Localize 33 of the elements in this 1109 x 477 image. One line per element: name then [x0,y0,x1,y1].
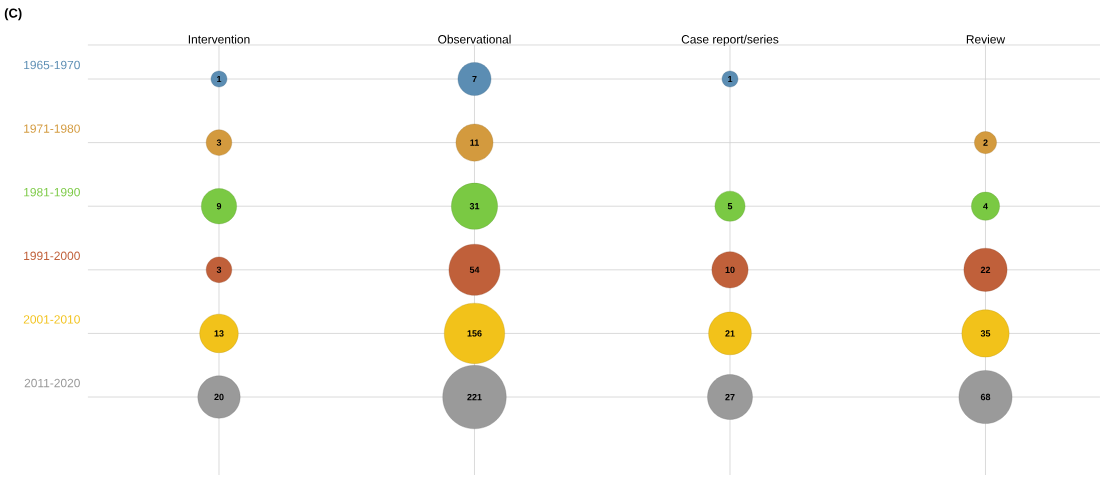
text: 1965-1970 [24,60,80,70]
data-label: 22 [980,266,991,273]
category-label: Case report/series [681,34,779,46]
data-label: 11 [470,139,479,146]
category-label: Observational [438,34,511,44]
data-label: 3 [216,266,222,273]
data-label: 2 [983,139,988,146]
data-label: 20 [214,393,224,401]
data-label: 221 [467,393,482,401]
data-label: 3 [216,139,222,146]
data-label: 54 [469,266,480,273]
data-label: 9 [216,203,222,210]
data-label: 21 [725,330,735,337]
data-label: 13 [214,330,224,337]
text: 1991-2000 [24,251,80,261]
data-label: 7 [472,75,477,83]
data-label: 4 [983,203,988,210]
data-label: 27 [725,393,735,401]
text: 2001-2010 [23,315,80,324]
category-label: Intervention [188,34,250,44]
data-label: 31 [469,203,480,210]
text: 2011-2020 [24,378,80,388]
text: 1971-1980 [24,124,80,133]
data-label: 68 [980,393,991,401]
data-label: 1 [217,75,222,83]
data-label: 1 [728,75,733,83]
category-label: Review [966,34,1006,44]
text: 1981-1990 [24,187,80,197]
data-label: 5 [727,203,733,210]
data-label: 35 [980,330,991,337]
data-label: 10 [725,266,735,273]
text: (C) [4,8,22,21]
data-label: 156 [467,330,482,337]
